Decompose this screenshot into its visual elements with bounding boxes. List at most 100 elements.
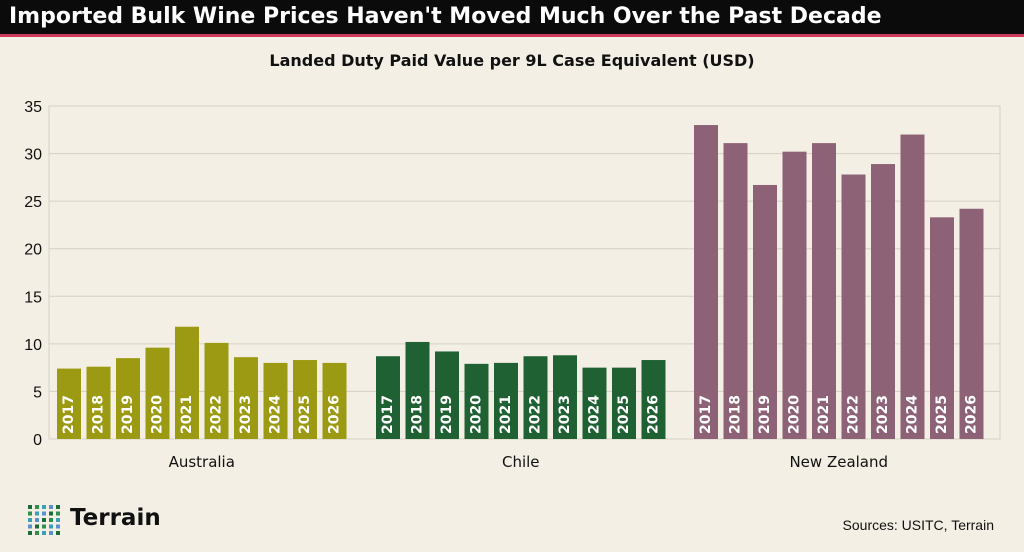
bar-year-label: 2020 <box>150 395 166 434</box>
y-tick-label: 5 <box>33 384 42 401</box>
logo-dot <box>28 524 32 529</box>
bar-year-label: 2021 <box>816 395 832 434</box>
bar <box>523 356 548 439</box>
bar-year-label: 2019 <box>757 395 773 434</box>
bar-year-label: 2022 <box>209 395 225 434</box>
bar <box>376 356 400 439</box>
logo-dot <box>42 518 46 522</box>
bar <box>234 357 258 439</box>
bar-year-label: 2022 <box>528 395 544 434</box>
logo-dot <box>28 518 32 522</box>
logo-dot <box>28 531 32 535</box>
y-tick-label: 15 <box>24 289 42 306</box>
bar-year-label: 2019 <box>439 395 455 434</box>
logo-dot <box>56 531 60 535</box>
bar-year-label: 2025 <box>297 395 313 434</box>
bar <box>322 362 347 439</box>
bar-year-label: 2025 <box>616 395 632 434</box>
y-tick-label: 30 <box>24 147 42 164</box>
bar <box>435 351 459 439</box>
bar-year-label: 2024 <box>905 395 921 434</box>
bar-year-label: 2023 <box>557 395 573 434</box>
bar <box>612 367 636 439</box>
logo-dot <box>42 531 46 535</box>
bar-year-label: 2024 <box>587 395 603 434</box>
bar <box>782 151 807 439</box>
bar-year-label: 2026 <box>646 395 662 434</box>
y-tick-label: 25 <box>24 194 42 211</box>
logo-dot <box>49 524 53 529</box>
bar-year-label: 2021 <box>179 395 195 434</box>
source-note: Sources: USITC, Terrain <box>842 517 994 533</box>
logo-dot <box>56 505 60 509</box>
logo-dot <box>56 518 60 522</box>
logo-dot <box>49 518 53 522</box>
bar-year-label: 2018 <box>410 395 426 434</box>
bar-year-label: 2021 <box>498 395 514 434</box>
dot-grid-icon <box>28 505 60 535</box>
chart-subtitle: Landed Duty Paid Value per 9L Case Equiv… <box>269 51 755 70</box>
logo-dot <box>35 524 39 529</box>
bar <box>494 362 518 439</box>
logo-dot <box>42 511 46 516</box>
bar-year-label: 2022 <box>846 395 862 434</box>
bar-year-label: 2026 <box>327 395 343 434</box>
bar <box>582 367 607 439</box>
bar <box>753 184 777 439</box>
logo-dot <box>49 511 53 516</box>
logo-dot <box>35 511 39 516</box>
logo-dot <box>28 511 32 516</box>
logo-dot <box>28 505 32 509</box>
bar <box>841 174 866 439</box>
bar <box>900 134 925 440</box>
bar-year-label: 2023 <box>875 395 891 434</box>
bar-year-label: 2018 <box>728 395 744 434</box>
y-tick-label: 20 <box>24 242 42 259</box>
bar <box>641 360 666 439</box>
bar <box>86 366 111 439</box>
bar <box>175 326 199 439</box>
bar-year-label: 2018 <box>91 395 107 434</box>
title-bar: Imported Bulk Wine Prices Haven't Moved … <box>0 0 1024 37</box>
bar <box>293 360 317 439</box>
bar-year-label: 2017 <box>61 395 77 434</box>
bar-year-label: 2023 <box>238 395 254 434</box>
bar <box>694 125 718 440</box>
bar <box>553 355 577 439</box>
bar-year-label: 2026 <box>964 395 980 434</box>
bar-year-label: 2020 <box>787 395 803 434</box>
logo-dot <box>35 518 39 522</box>
bar <box>464 363 489 439</box>
logo-dot <box>49 531 53 535</box>
bar <box>871 164 895 439</box>
bar-year-label: 2017 <box>698 395 714 434</box>
logo-dot <box>56 524 60 529</box>
group-label: Australia <box>169 453 235 471</box>
bar <box>263 362 288 439</box>
logo-dot <box>35 505 39 509</box>
bar <box>116 358 140 439</box>
bar <box>204 342 229 439</box>
logo-dot <box>49 505 53 509</box>
group-label: New Zealand <box>789 453 888 471</box>
logo-text: Terrain <box>70 505 161 531</box>
terrain-logo: Terrain <box>26 503 226 537</box>
bar <box>57 368 81 439</box>
bar <box>145 347 170 439</box>
logo-dot <box>42 524 46 529</box>
bar <box>405 341 430 439</box>
bar-year-label: 2017 <box>380 395 396 434</box>
bar <box>959 208 984 439</box>
y-tick-label: 0 <box>33 432 42 449</box>
bar-year-label: 2025 <box>934 395 950 434</box>
bar <box>812 143 836 439</box>
chart-title: Imported Bulk Wine Prices Haven't Moved … <box>9 4 882 29</box>
bar <box>723 143 748 439</box>
logo-dot <box>42 505 46 509</box>
y-tick-label: 35 <box>24 99 42 116</box>
group-label: Chile <box>502 453 540 471</box>
logo-dot <box>56 511 60 516</box>
bar-year-label: 2024 <box>268 395 284 434</box>
bar <box>930 217 954 439</box>
